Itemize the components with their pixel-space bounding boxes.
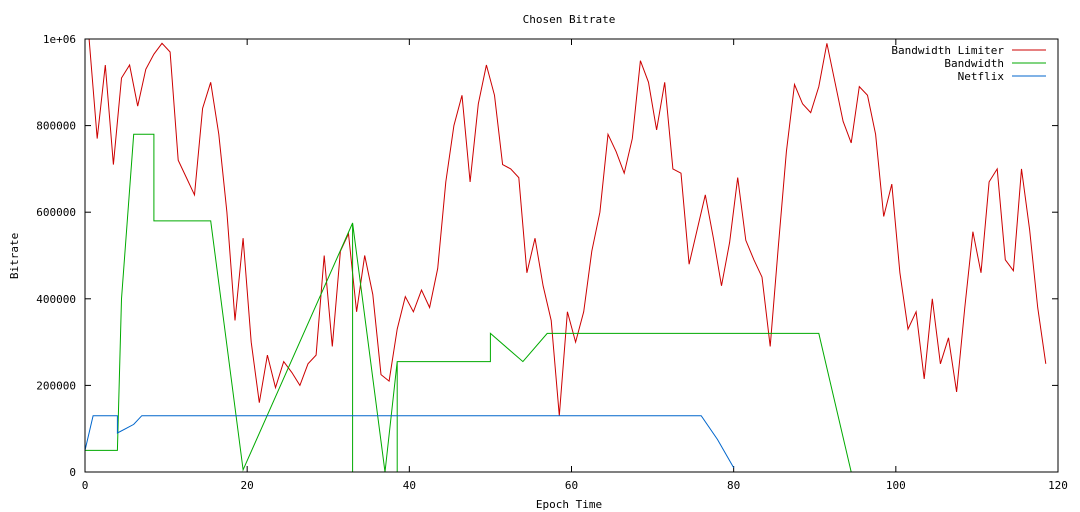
y-tick-label: 0 <box>69 466 76 479</box>
x-tick-label: 40 <box>403 479 416 492</box>
chart-title: Chosen Bitrate <box>523 13 616 26</box>
axis-ticks: 0 20 40 60 80 100 120 0 200000 400000 600000 800000… <box>36 33 1068 492</box>
series-line-bandwidth-limiter <box>88 38 1047 416</box>
legend-label-netflix: Netflix <box>958 70 1005 83</box>
x-tick-label: 80 <box>727 479 740 492</box>
y-tick-label: 200000 <box>36 379 76 392</box>
x-tick-label: 100 <box>886 479 906 492</box>
x-tick-label: 60 <box>565 479 578 492</box>
series-layer <box>84 38 1047 473</box>
series-line-netflix <box>84 415 735 468</box>
legend-label-bandwidth: Bandwidth <box>944 57 1004 70</box>
y-tick-label: 800000 <box>36 120 76 133</box>
y-axis-label: Bitrate <box>8 233 21 279</box>
x-tick-label: 20 <box>241 479 254 492</box>
x-tick-label: 120 <box>1048 479 1068 492</box>
x-axis-label: Epoch Time <box>536 498 602 511</box>
y-tick-label: 400000 <box>36 293 76 306</box>
plot-frame <box>84 38 1059 473</box>
series-line-bandwidth <box>85 133 852 473</box>
y-tick-label: 1e+06 <box>43 33 76 46</box>
legend-label-bandwidth-limiter: Bandwidth Limiter <box>891 44 1004 57</box>
y-tick-label: 600000 <box>36 206 76 219</box>
x-tick-label: 0 <box>82 479 89 492</box>
